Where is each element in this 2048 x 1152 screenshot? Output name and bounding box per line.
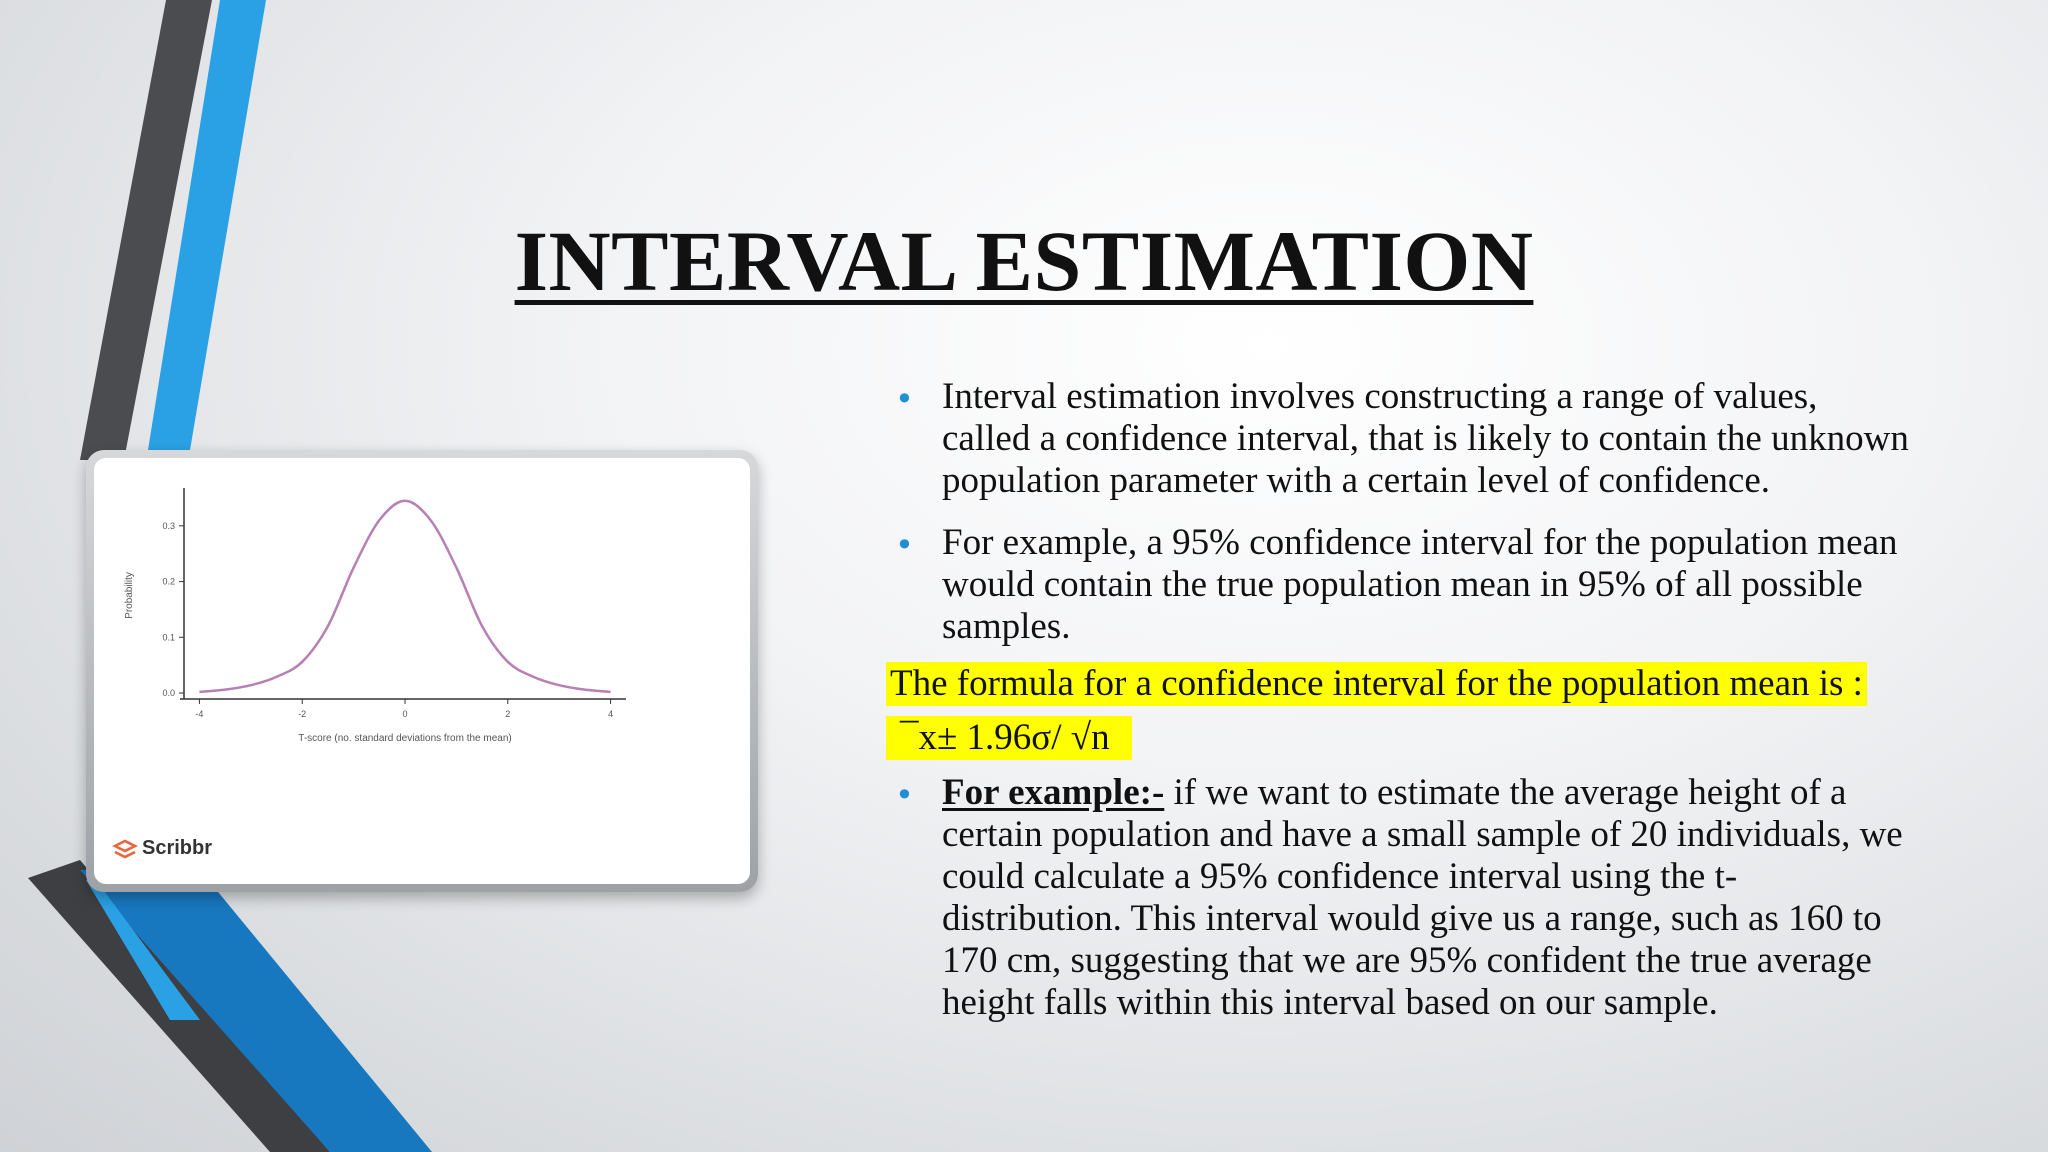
y-tick-label: 0.2 [162, 577, 175, 587]
x-axis-label: T-score (no. standard deviations from th… [298, 733, 511, 744]
x-tick-label: 2 [505, 709, 510, 719]
bullet-dot-icon: • [895, 526, 914, 564]
example-label: For example:- [942, 772, 1165, 813]
scribbr-logo-icon [112, 839, 138, 858]
bullet-interval-definition: • Interval estimation involves construct… [890, 376, 1910, 502]
figure-frame: -4 -2 0 2 4 0.0 0.1 0.2 0.3 T-score (no. standar… [86, 450, 758, 892]
y-tick-label: 0.3 [162, 521, 175, 531]
t-distribution-curve [199, 499, 611, 694]
content-area: • Interval estimation involves construct… [886, 376, 1910, 1024]
stripe-gray-upper [80, 0, 212, 460]
stripe-light-blue-lower [86, 880, 200, 1020]
x-tick-label: 4 [608, 709, 613, 719]
stripe-blue-lower [80, 870, 432, 1152]
figure-panel: -4 -2 0 2 4 0.0 0.1 0.2 0.3 T-score (no. standar… [94, 458, 750, 884]
t-distribution-chart: -4 -2 0 2 4 0.0 0.1 0.2 0.3 T-score (no. standar… [124, 488, 626, 744]
brand-logo: Scribbr [112, 837, 212, 860]
bullet-dot-icon: • [895, 380, 914, 418]
bullet-dot-icon: • [895, 776, 914, 814]
bullet-text: For example, a 95% confidence interval f… [942, 522, 1898, 647]
x-tick-label: -4 [195, 709, 203, 719]
x-tick-label: 0 [402, 709, 407, 719]
brand-name: Scribbr [142, 837, 213, 859]
bullet-confidence-example: • For example, a 95% confidence interval… [890, 522, 1910, 648]
chart-axes [180, 488, 626, 700]
y-tick-label: 0.0 [162, 688, 175, 698]
x-tick-label: -2 [298, 709, 306, 719]
page-title: INTERVAL ESTIMATION [514, 213, 1534, 309]
formula-line: ¯x± 1.96σ/ √n [886, 716, 1910, 760]
example-text: if we want to estimate the average heigh… [942, 772, 1903, 1023]
bullet-text: Interval estimation involves constructin… [942, 376, 1909, 501]
formula: ¯x± 1.96σ/ √n [886, 716, 1132, 760]
stripe-blue-upper [148, 0, 266, 450]
formula-intro-line: The formula for a confidence interval fo… [886, 662, 1910, 706]
y-tick-label: 0.1 [162, 632, 175, 642]
formula-intro: The formula for a confidence interval fo… [886, 662, 1867, 706]
y-axis-label: Probability [124, 572, 135, 619]
bullet-height-example: • For example:- if we want to estimate t… [890, 772, 1910, 1024]
